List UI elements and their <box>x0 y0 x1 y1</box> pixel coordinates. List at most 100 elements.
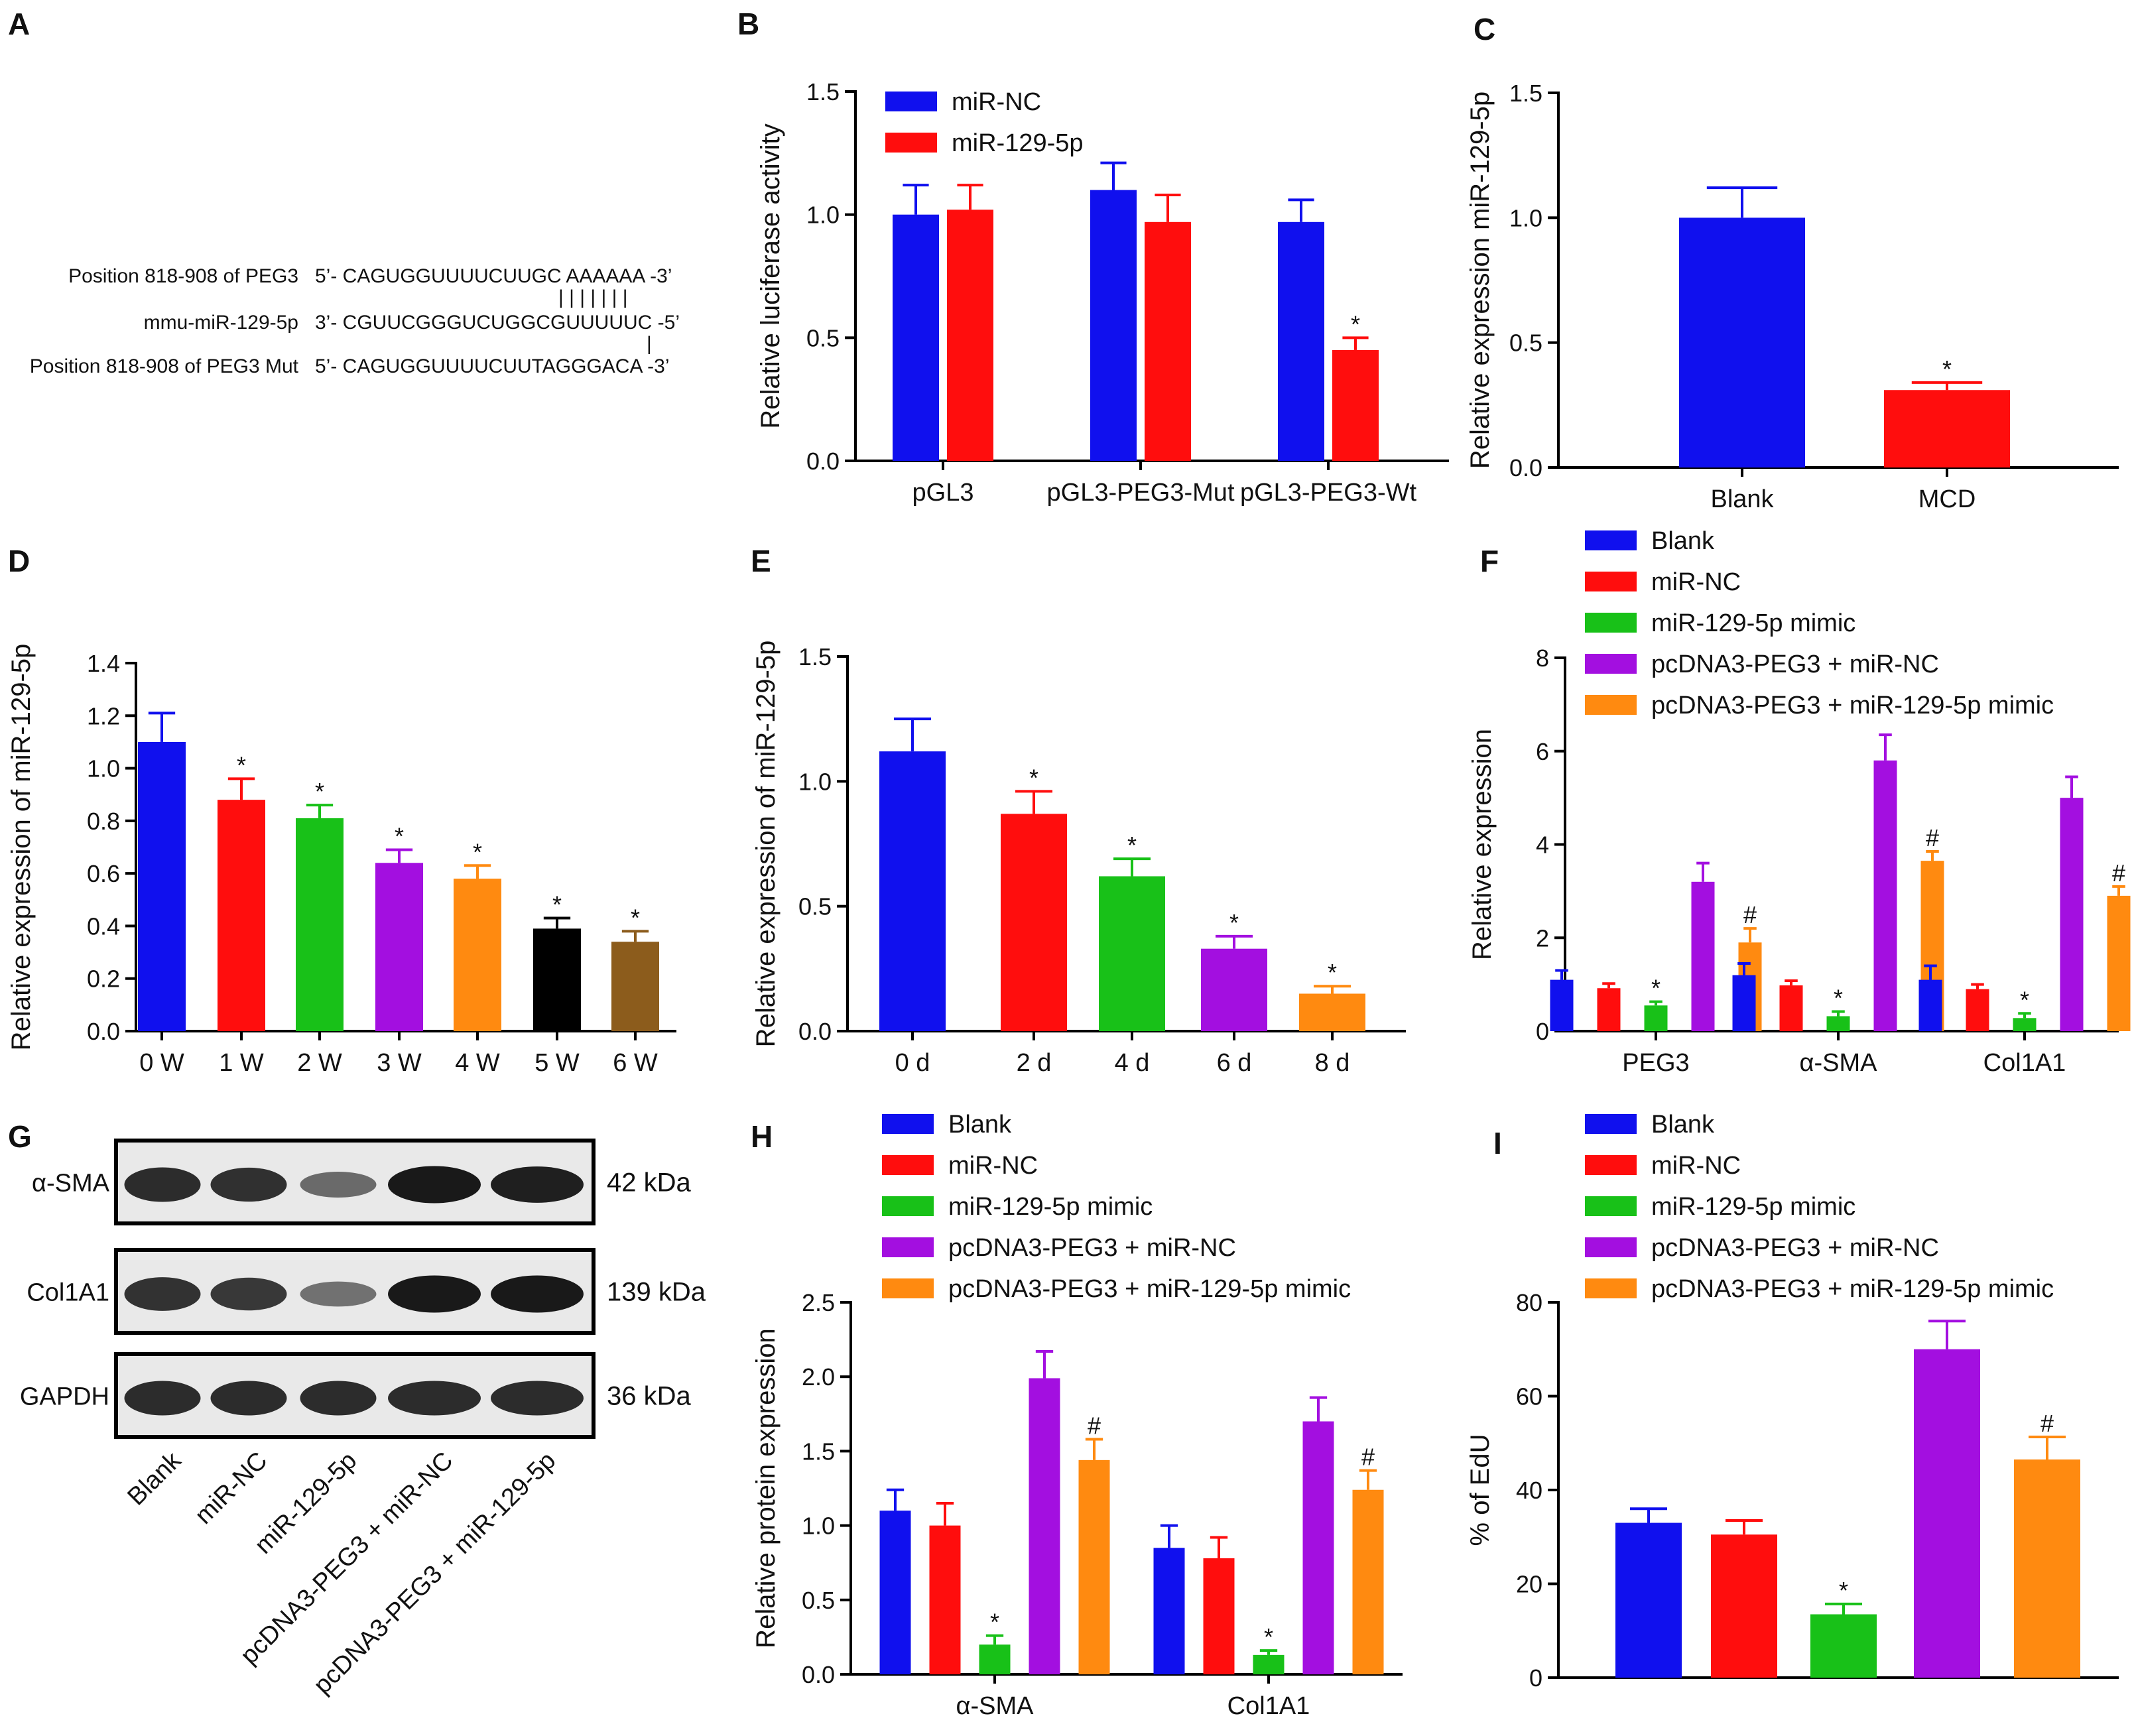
blot-kda-label: 36 kDa <box>607 1382 691 1411</box>
seq-row-3-name: Position 818-908 of PEG3 Mut <box>30 355 299 377</box>
bar-H-0-1 <box>929 1525 961 1674</box>
blot-kda-label: 139 kDa <box>607 1278 706 1307</box>
blot-band <box>388 1381 481 1416</box>
bar-B-0-1 <box>947 210 993 461</box>
x-tick-label-B: pGL3 <box>912 479 974 507</box>
bar-F-1-2 <box>1826 1016 1850 1031</box>
y-axis-title-E: Relative expression of miR-129-5p <box>751 641 781 1048</box>
y-tick-label-B: 0.0 <box>806 448 840 475</box>
y-tick-label-F: 0 <box>1536 1018 1549 1045</box>
x-tick-label-D: 3 W <box>377 1049 422 1077</box>
legend-swatch-F <box>1585 613 1637 633</box>
legend-swatch-F <box>1585 572 1637 591</box>
significance-D-3: * <box>395 822 404 849</box>
bar-D-2 <box>296 818 344 1031</box>
x-tick-label-D: 6 W <box>613 1049 658 1077</box>
blot-band <box>300 1381 377 1416</box>
legend-label-I: pcDNA3-PEG3 + miR-129-5p mimic <box>1651 1275 2054 1303</box>
charts: 0.0 0.5 1.0 1.5 Relative luciferase activity… <box>7 78 2131 1720</box>
significance-B-2-1: * <box>1351 310 1360 338</box>
legend-label-I: miR-NC <box>1651 1152 1741 1180</box>
bar-E-2 <box>1099 876 1165 1031</box>
y-axis-title-B: Relative luciferase activity <box>756 123 785 428</box>
chart-d: 0.0 0.2 0.4 0.6 0.8 1.0 1.2 1.4 Relative express… <box>7 644 676 1077</box>
blot-band <box>491 1381 584 1416</box>
significance-E-3: * <box>1229 909 1239 936</box>
bar-I-0 <box>1615 1522 1682 1678</box>
significance-H-0-2: * <box>990 1609 999 1636</box>
y-axis-title-F: Relative expression <box>1468 729 1497 960</box>
legend-swatch-F <box>1585 530 1637 550</box>
seq-row-1-seq: 5’- CAGUGGUUUUCUUGC AAAAAA -3’ <box>315 265 672 287</box>
y-tick-label-F: 8 <box>1536 645 1549 672</box>
bar-F-0-0 <box>1550 979 1574 1031</box>
y-tick-label-E: 0.5 <box>798 893 832 920</box>
panel-label-d: D <box>8 544 30 578</box>
x-tick-label-F: Col1A1 <box>1983 1049 2066 1077</box>
significance-I-4: # <box>2040 1410 2054 1437</box>
panel-label-h: H <box>751 1119 773 1154</box>
panel-label-i: I <box>1493 1126 1502 1160</box>
x-tick-label-E: 6 d <box>1217 1049 1252 1077</box>
legend-label-F: miR-129-5p mimic <box>1651 609 1855 637</box>
y-tick-label-B: 1.0 <box>806 202 840 229</box>
legend-swatch-I <box>1585 1196 1637 1216</box>
legend-label-H: pcDNA3-PEG3 + miR-NC <box>948 1234 1236 1262</box>
significance-E-4: * <box>1328 959 1337 986</box>
bar-F-1-3 <box>1873 760 1897 1031</box>
legend-label-H: pcDNA3-PEG3 + miR-129-5p mimic <box>948 1275 1351 1303</box>
y-tick-label-H: 2.0 <box>802 1363 835 1391</box>
bar-D-6 <box>611 942 659 1031</box>
y-axis-title-I: % of EdU <box>1466 1434 1495 1546</box>
y-tick-label-C: 1.5 <box>1509 80 1542 107</box>
bar-H-1-3 <box>1302 1421 1334 1674</box>
legend-swatch-F <box>1585 654 1637 674</box>
x-tick-label-D: 4 W <box>455 1049 500 1077</box>
y-tick-label-I: 0 <box>1529 1664 1542 1692</box>
y-tick-label-I: 60 <box>1516 1383 1542 1410</box>
y-tick-label-F: 4 <box>1536 832 1549 859</box>
y-tick-label-D: 0.4 <box>87 912 120 940</box>
x-tick-label-C: Blank <box>1710 485 1774 513</box>
bar-I-3 <box>1914 1349 1980 1678</box>
legend-swatch-H <box>882 1237 934 1257</box>
chart-e: 0.0 0.5 1.0 1.5 Relative expression of miR-1… <box>751 641 1406 1077</box>
legend-swatch-H <box>882 1114 934 1134</box>
bar-C-0 <box>1679 217 1805 467</box>
significance-F-1-4: # <box>1926 824 1939 851</box>
x-tick-label-D: 0 W <box>139 1049 184 1077</box>
panel-label-g: G <box>8 1119 32 1154</box>
seq-pairing-bottom: | <box>647 333 652 355</box>
legend-swatch-I <box>1585 1155 1637 1175</box>
legend-label-B: miR-NC <box>952 88 1041 116</box>
x-tick-label-H: Col1A1 <box>1227 1692 1310 1720</box>
y-tick-label-D: 1.4 <box>87 650 120 677</box>
x-tick-label-H: α-SMA <box>956 1692 1035 1720</box>
significance-H-1-2: * <box>1264 1623 1273 1650</box>
x-tick-label-B: pGL3-PEG3-Wt <box>1240 479 1417 507</box>
x-tick-label-D: 2 W <box>297 1049 342 1077</box>
significance-E-1: * <box>1029 764 1038 791</box>
panel-g: G α-SMA 42 kDa Col1A1 139 kDa GAPDH 36 kDa Bla… <box>8 1119 706 1700</box>
blot-band <box>210 1381 287 1416</box>
bar-F-2-2 <box>2013 1018 2037 1031</box>
bar-F-0-2 <box>1644 1005 1668 1031</box>
seq-row-3-seq: 5’- CAGUGGUUUUCUUTAGGGACA -3’ <box>315 355 670 377</box>
significance-D-4: * <box>473 838 482 865</box>
legend-label-B: miR-129-5p <box>952 129 1084 157</box>
blot-protein-label: α-SMA <box>32 1170 110 1198</box>
bar-E-3 <box>1201 948 1267 1031</box>
blot-band <box>210 1277 287 1311</box>
y-tick-label-D: 0.2 <box>87 965 120 993</box>
bar-H-1-0 <box>1153 1548 1185 1674</box>
blot-band <box>388 1275 481 1313</box>
blot-kda-label: 42 kDa <box>607 1168 691 1198</box>
bar-D-0 <box>138 741 186 1031</box>
bar-H-0-0 <box>879 1511 911 1674</box>
significance-D-5: * <box>552 891 562 918</box>
chart-c: 0.0 0.5 1.0 1.5 Relative expression miR-129-… <box>1466 80 2119 513</box>
significance-F-2-4: # <box>2112 859 2125 887</box>
y-tick-label-D: 0.6 <box>87 860 120 887</box>
seq-row-2-seq: 3’- CGUUCGGGUCUGGCGUUUUUC -5’ <box>315 312 680 334</box>
y-tick-label-H: 0.0 <box>802 1661 835 1688</box>
